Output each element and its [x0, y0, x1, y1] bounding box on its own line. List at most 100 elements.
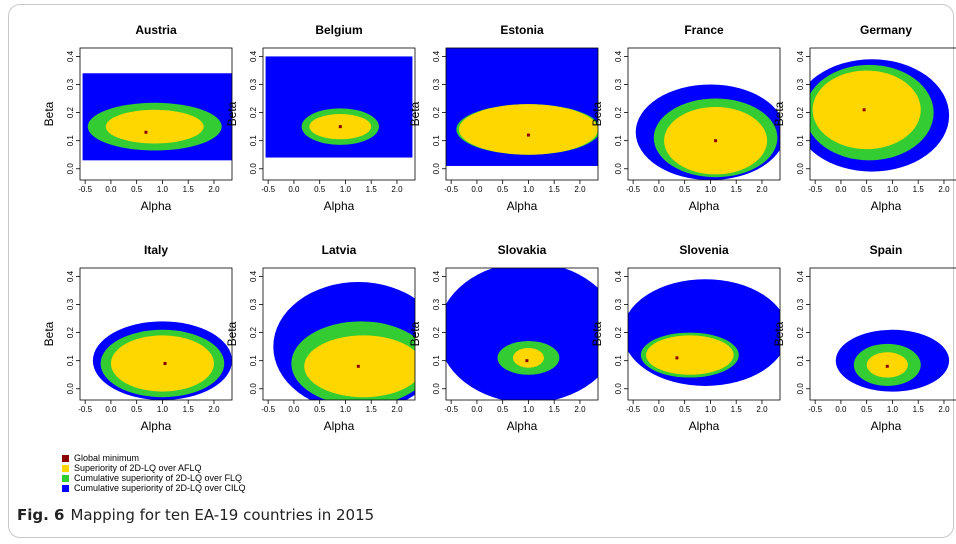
- plot-area: [635, 84, 780, 180]
- region-aflq: [304, 335, 415, 398]
- chart-panel-austria: Austria -0.5 0.0 0.5 1.0 1.5 2.0 0.0 0.1 0.2 0.3 0.…: [42, 23, 233, 213]
- figure-frame: [8, 4, 954, 538]
- x-tick-label: 1.0: [157, 185, 169, 194]
- panel-title: Spain: [870, 243, 903, 257]
- y-tick-label: 0.4: [796, 50, 805, 62]
- x-tick-label: -0.5: [626, 405, 640, 414]
- figure-caption: Fig. 6 Mapping for ten EA-19 countries in…: [17, 506, 374, 524]
- y-axis-label: Beta: [225, 321, 239, 346]
- legend-item-cilq: Cumulative superiority of 2D-LQ over CIL…: [62, 484, 246, 493]
- x-tick-label: 2.0: [208, 185, 220, 194]
- x-tick-label: 2.0: [938, 405, 950, 414]
- y-tick-label: 0.0: [432, 383, 441, 395]
- y-tick-label: 0.4: [614, 270, 623, 282]
- x-tick-label: 1.5: [731, 185, 743, 194]
- y-tick-label: 0.4: [249, 50, 258, 62]
- y-tick-label: 0.0: [614, 163, 623, 175]
- global-minimum-point: [714, 139, 718, 143]
- legend-item-flq: Cumulative superiority of 2D-LQ over FLQ: [62, 474, 246, 483]
- y-tick-label: 0.4: [249, 270, 258, 282]
- y-tick-label: 0.1: [249, 355, 258, 367]
- x-tick-label: 2.0: [208, 405, 220, 414]
- region-aflq: [458, 104, 598, 155]
- y-tick-label: 0.0: [249, 163, 258, 175]
- caption-text: Mapping for ten EA-19 countries in 2015: [70, 506, 375, 524]
- y-tick-label: 0.1: [66, 355, 75, 367]
- x-axis-label: Alpha: [871, 419, 902, 433]
- x-tick-label: 0.0: [471, 185, 483, 194]
- y-tick-label: 0.2: [614, 106, 623, 118]
- y-tick-label: 0.0: [614, 383, 623, 395]
- legend: Global minimum Superiority of 2D-LQ over…: [62, 454, 246, 494]
- plot-frame: [445, 47, 599, 181]
- chart-panel-latvia: Latvia -0.5 0.0 0.5 1.0 1.5 2.0 0.0 0.1 0.2 0.3 0.4…: [225, 243, 416, 433]
- chart-panel-italy: Italy -0.5 0.0 0.5 1.0 1.5 2.0 0.0 0.1 0.2 0.3 0.4 A…: [42, 243, 233, 433]
- chart-panel-belgium: Belgium -0.5 0.0 0.5 1.0 1.5 2.0 0.0 0.1 0.2 0.3 0.…: [225, 23, 416, 213]
- chart-grid: Austria -0.5 0.0 0.5 1.0 1.5 2.0 0.0 0.1 0.2 0.3 0.…: [42, 23, 956, 433]
- plot-area: [82, 73, 232, 161]
- y-tick-label: 0.0: [796, 163, 805, 175]
- x-tick-label: 0.0: [835, 405, 847, 414]
- y-tick-label: 0.2: [66, 326, 75, 338]
- plot-area: [810, 59, 950, 172]
- x-axis-label: Alpha: [141, 199, 172, 213]
- panel-title: France: [684, 23, 724, 37]
- x-axis-label: Alpha: [871, 199, 902, 213]
- y-tick-label: 0.0: [796, 383, 805, 395]
- x-tick-label: 0.5: [314, 185, 326, 194]
- x-tick-label: 1.0: [523, 185, 535, 194]
- x-tick-label: -0.5: [444, 185, 458, 194]
- y-tick-label: 0.3: [614, 298, 623, 310]
- plot-area: [835, 329, 950, 392]
- x-tick-label: 1.5: [366, 405, 378, 414]
- x-tick-label: 1.5: [913, 185, 925, 194]
- chart-panel-france: France -0.5 0.0 0.5 1.0 1.5 2.0 0.0 0.1 0.2 0.3 0.4…: [590, 23, 781, 213]
- x-tick-label: -0.5: [808, 185, 822, 194]
- panel-title: Slovenia: [679, 243, 729, 257]
- x-tick-label: 2.0: [756, 185, 768, 194]
- chart-panel-spain: Spain -0.5 0.0 0.5 1.0 1.5 2.0 0.0 0.1 0.2 0.3 0.4 A…: [772, 243, 956, 433]
- plot-area: [628, 279, 780, 386]
- y-tick-label: 0.3: [796, 78, 805, 90]
- legend-item-global-minimum: Global minimum: [62, 454, 246, 463]
- y-tick-label: 0.3: [796, 298, 805, 310]
- x-tick-label: 2.0: [391, 185, 403, 194]
- x-tick-label: 0.0: [288, 405, 300, 414]
- x-tick-label: 0.0: [835, 185, 847, 194]
- panel-title: Slovakia: [498, 243, 547, 257]
- y-axis-label: Beta: [772, 321, 786, 346]
- plot-area: [446, 48, 598, 166]
- x-tick-label: 0.5: [861, 405, 873, 414]
- panel-title: Belgium: [315, 23, 362, 37]
- y-tick-label: 0.4: [432, 50, 441, 62]
- y-tick-label: 0.2: [796, 326, 805, 338]
- x-tick-label: 0.5: [314, 405, 326, 414]
- chart-panel-slovenia: Slovenia -0.5 0.0 0.5 1.0 1.5 2.0 0.0 0.1 0.2 0.3 0…: [590, 243, 781, 433]
- x-tick-label: 2.0: [938, 185, 950, 194]
- y-tick-label: 0.0: [66, 383, 75, 395]
- y-tick-label: 0.0: [249, 383, 258, 395]
- x-tick-label: 1.0: [887, 405, 899, 414]
- x-tick-label: 0.5: [131, 185, 143, 194]
- y-axis-label: Beta: [42, 101, 56, 126]
- y-tick-label: 0.1: [796, 355, 805, 367]
- global-minimum-point: [526, 133, 530, 137]
- y-tick-label: 0.2: [432, 106, 441, 118]
- plot-frame: [627, 47, 781, 181]
- legend-swatch-global-minimum: [62, 455, 69, 462]
- global-minimum-point: [356, 364, 360, 368]
- global-minimum-point: [862, 108, 866, 112]
- x-axis-label: Alpha: [324, 199, 355, 213]
- y-tick-label: 0.3: [249, 298, 258, 310]
- x-tick-label: 0.5: [497, 405, 509, 414]
- x-tick-label: 1.0: [340, 405, 352, 414]
- y-tick-label: 0.1: [66, 135, 75, 147]
- legend-swatch-aflq: [62, 465, 69, 472]
- legend-label: Global minimum: [74, 453, 140, 463]
- legend-item-aflq: Superiority of 2D-LQ over AFLQ: [62, 464, 246, 473]
- x-axis-label: Alpha: [689, 199, 720, 213]
- x-tick-label: 0.0: [105, 185, 117, 194]
- x-tick-label: -0.5: [808, 405, 822, 414]
- panel-title: Germany: [860, 23, 912, 37]
- x-tick-label: 1.0: [340, 185, 352, 194]
